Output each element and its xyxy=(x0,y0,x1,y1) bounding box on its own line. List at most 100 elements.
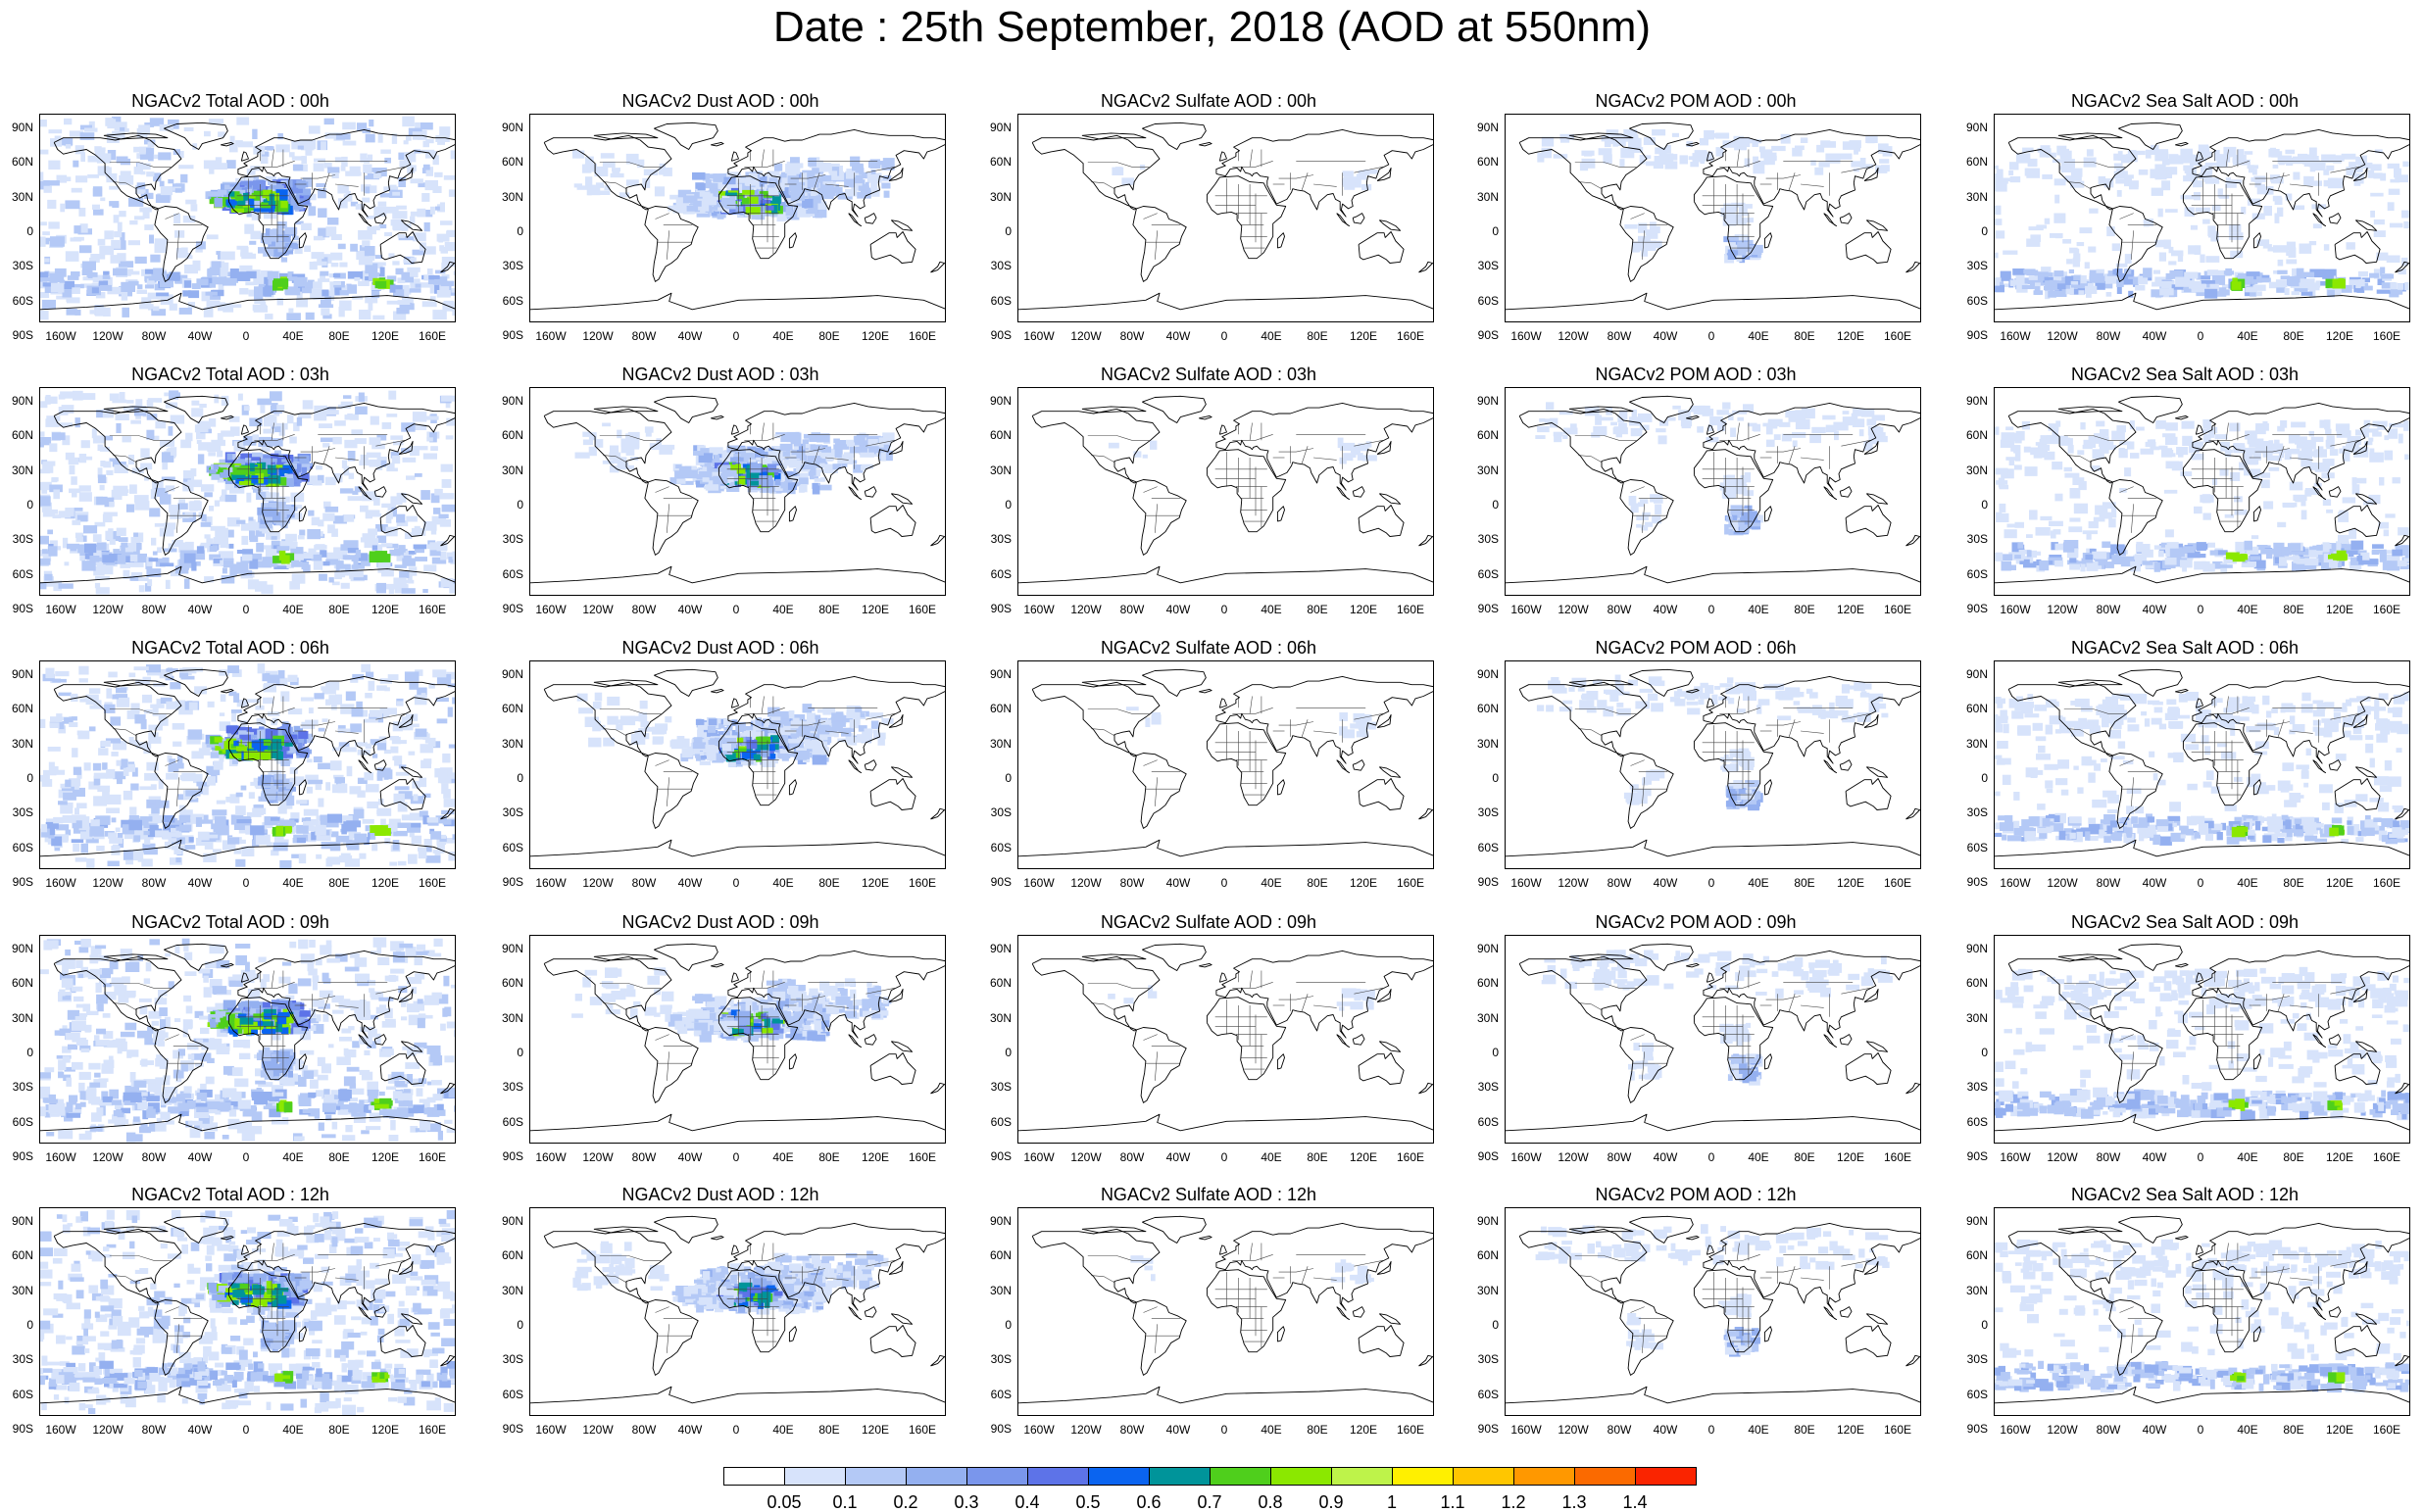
aod-cell xyxy=(2155,170,2167,180)
lon-tick-label: 160W xyxy=(1019,603,1059,616)
aod-cell xyxy=(333,273,340,277)
coastline xyxy=(1764,507,1771,521)
aod-cell xyxy=(192,283,201,289)
aod-cell xyxy=(1737,417,1744,421)
coastline xyxy=(1519,135,1647,210)
aod-cell xyxy=(387,301,399,305)
aod-cell xyxy=(47,200,56,209)
lat-tick-label: 60S xyxy=(0,568,33,580)
aod-cell xyxy=(223,567,227,573)
lat-tick-label: 30N xyxy=(1465,191,1499,203)
aod-cell xyxy=(60,204,65,213)
lon-tick-label: 40E xyxy=(273,329,313,343)
aod-cell xyxy=(145,284,154,288)
aod-cell xyxy=(2054,561,2063,566)
aod-cell xyxy=(302,561,310,569)
aod-cell xyxy=(261,157,269,164)
coastline xyxy=(1219,425,1226,434)
border-line xyxy=(667,504,668,533)
coastline xyxy=(1018,566,1434,583)
aod-cell xyxy=(216,251,221,255)
aod-cell xyxy=(249,418,262,427)
aod-cell xyxy=(354,277,360,281)
aod-cell xyxy=(420,490,430,500)
aod-cell xyxy=(155,421,166,429)
aod-cell xyxy=(180,174,187,183)
aod-cell xyxy=(818,485,832,491)
aod-cell xyxy=(148,153,154,162)
aod-cell xyxy=(700,192,711,197)
aod-cell xyxy=(2200,255,2204,264)
aod-cell xyxy=(2024,447,2031,453)
aod-cell xyxy=(1638,502,1644,507)
aod-cell xyxy=(449,189,456,197)
coastline xyxy=(1277,233,1284,248)
aod-cell xyxy=(2369,453,2384,463)
aod-cell xyxy=(393,220,403,230)
aod-cell xyxy=(2200,275,2211,279)
aod-cell xyxy=(161,186,173,195)
aod-cell xyxy=(327,218,338,225)
aod-cell xyxy=(2165,209,2178,213)
coastline xyxy=(1506,566,1921,583)
aod-cell xyxy=(1619,159,1624,167)
aod-cell xyxy=(2301,449,2312,453)
aod-cell xyxy=(87,174,99,178)
aod-cell xyxy=(316,465,322,469)
aod-cell xyxy=(1624,224,1637,229)
aod-cell xyxy=(2045,219,2051,224)
aod-cell xyxy=(2292,291,2300,295)
aod-cell xyxy=(439,126,450,135)
border-line xyxy=(272,150,273,168)
aod-cell xyxy=(42,300,56,310)
aod-cell xyxy=(2278,260,2284,267)
aod-cell xyxy=(140,155,149,160)
aod-cell xyxy=(2331,178,2338,183)
aod-cell xyxy=(611,173,624,177)
lat-tick-label: 30N xyxy=(978,191,1012,203)
aod-cell xyxy=(51,477,57,482)
lon-tick-label: 120W xyxy=(578,603,618,616)
aod-cell xyxy=(93,209,104,215)
aod-cell xyxy=(50,236,65,247)
aod-cell xyxy=(1651,226,1660,233)
aod-cell xyxy=(40,431,45,436)
coastline xyxy=(645,480,698,556)
lat-tick-label: 0 xyxy=(490,499,523,511)
aod-cell xyxy=(575,453,590,459)
aod-cell xyxy=(113,268,127,276)
aod-cell xyxy=(291,561,302,567)
aod-cell xyxy=(160,562,173,566)
aod-cell xyxy=(621,439,631,448)
lat-tick-label: 30S xyxy=(490,533,523,545)
aod-cell xyxy=(2269,440,2274,446)
aod-cell xyxy=(1343,171,1354,176)
aod-cell xyxy=(81,561,95,570)
aod-cell xyxy=(119,261,133,268)
aod-cell xyxy=(2089,521,2099,528)
aod-cell xyxy=(95,583,100,588)
lon-tick-label: 80E xyxy=(320,603,359,616)
aod-cell xyxy=(775,479,781,485)
aod-cell xyxy=(1366,441,1372,447)
aod-cell xyxy=(209,119,223,123)
aod-cell xyxy=(98,166,110,175)
aod-cell xyxy=(1995,206,2002,216)
lat-tick-label: 90N xyxy=(1465,395,1499,407)
aod-cell xyxy=(2368,171,2374,178)
coastline xyxy=(1207,176,1285,259)
aod-cell xyxy=(53,490,60,500)
panel-title: NGACv2 Total AOD : 00h xyxy=(0,90,461,112)
aod-cell xyxy=(100,285,112,291)
aod-cell xyxy=(2159,288,2174,295)
aod-cell xyxy=(1995,279,2000,285)
aod-cell xyxy=(2401,211,2410,219)
aod-cell xyxy=(366,512,372,518)
aod-cell xyxy=(434,489,443,496)
aod-cell xyxy=(1150,441,1157,450)
border-line xyxy=(1232,161,1272,167)
border-line xyxy=(1737,423,1739,441)
aod-cell xyxy=(766,206,774,211)
